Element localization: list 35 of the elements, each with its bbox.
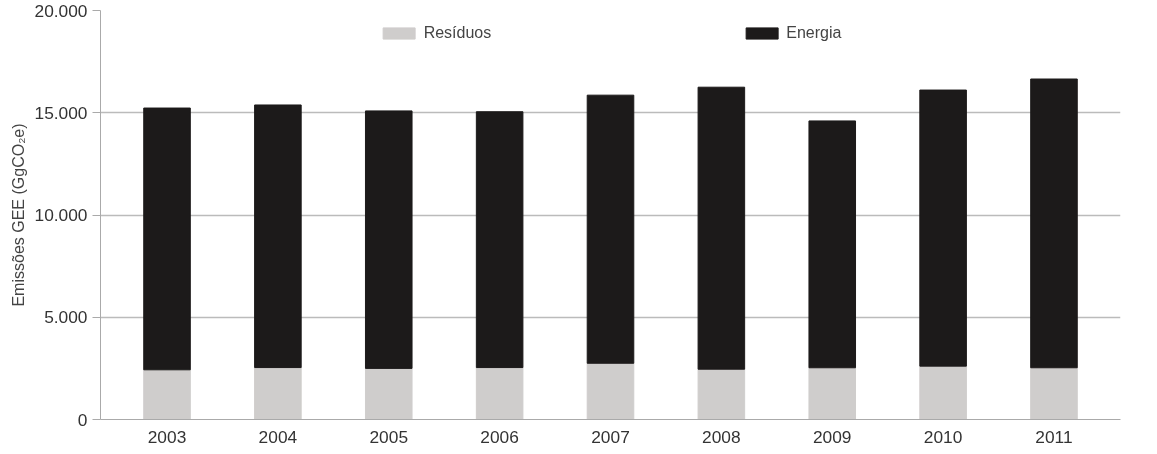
- bar: [1030, 367, 1078, 420]
- y-tick-label: 10.000: [34, 205, 88, 225]
- bar: [254, 104, 302, 369]
- y-tick-label: 5.000: [44, 307, 88, 328]
- y-axis-title: Emissões GEE (GgCO₂e): [9, 123, 27, 307]
- x-tick-label: 2005: [369, 426, 409, 447]
- bar: [364, 110, 413, 369]
- bar: [1030, 78, 1078, 369]
- bar: [808, 367, 857, 420]
- x-tick-label: 2006: [480, 426, 519, 447]
- bar: [586, 94, 635, 364]
- bar: [586, 362, 635, 420]
- y-tick-label: 15.000: [34, 102, 88, 123]
- x-tick-label: 2010: [923, 426, 963, 447]
- bar: [143, 107, 191, 371]
- bar: [143, 369, 191, 420]
- bar: [697, 368, 746, 420]
- x-tick-label: 2007: [591, 426, 630, 447]
- x-tick-label: 2011: [1035, 426, 1073, 447]
- bar: [475, 367, 524, 420]
- x-tick-label: 2004: [258, 426, 298, 447]
- legend-label: Resíduos: [423, 24, 492, 42]
- bar: [919, 365, 967, 420]
- bar: [364, 367, 413, 420]
- y-tick-label: 0: [77, 409, 88, 430]
- x-tick-label: 2008: [702, 426, 741, 447]
- bar: [254, 367, 302, 420]
- bar: [919, 89, 967, 367]
- bar: [475, 111, 524, 369]
- legend-label: Energia: [786, 24, 842, 42]
- bar: [808, 120, 857, 369]
- bar: [697, 86, 746, 370]
- x-tick-label: 2009: [812, 426, 852, 447]
- x-tick-label: 2003: [147, 426, 187, 447]
- y-tick-label: 20.000: [34, 0, 88, 21]
